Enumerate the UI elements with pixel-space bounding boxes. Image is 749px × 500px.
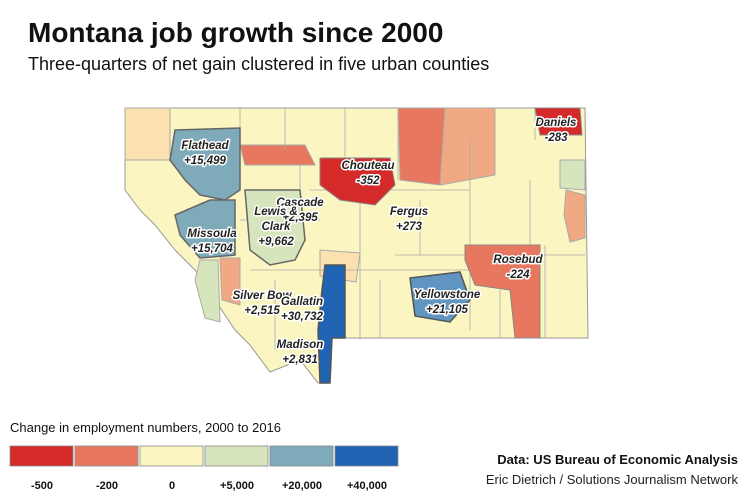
- county-label: Fergus: [390, 206, 428, 218]
- county-label: Lewis &: [254, 206, 297, 218]
- county-label: +15,499: [184, 155, 226, 167]
- county-lewis-clark: [244, 189, 306, 266]
- county: [124, 107, 171, 161]
- county-label: Cascade: [276, 197, 324, 209]
- county-rosebud: [464, 244, 541, 339]
- legend-label: -500: [31, 480, 53, 492]
- county-missoula: [174, 199, 236, 259]
- county-label: Madison: [277, 339, 324, 351]
- county-label: -283: [544, 132, 568, 144]
- county-label: +21,105: [426, 304, 468, 316]
- county-label: +30,732: [281, 311, 323, 323]
- legend-swatch: [9, 445, 74, 467]
- title: Montana job growth since 2000: [28, 17, 443, 48]
- county-label: +2,831: [282, 354, 318, 366]
- legend-label: +20,000: [282, 480, 322, 492]
- legend-swatch: [334, 445, 399, 467]
- county-yellowstone: [409, 271, 471, 323]
- legend-label: +40,000: [347, 480, 387, 492]
- county: [194, 259, 221, 323]
- county-label: +273: [396, 221, 423, 233]
- county: [239, 144, 316, 166]
- legend-swatch: [269, 445, 334, 467]
- county-label: Missoula: [187, 228, 237, 240]
- county-label: Rosebud: [493, 254, 543, 266]
- county-label: Gallatin: [281, 296, 323, 308]
- legend-swatch: [74, 445, 139, 467]
- legend-swatch: [139, 445, 204, 467]
- state-map: [124, 107, 589, 384]
- county-label: +2,515: [244, 305, 280, 317]
- legend-title: Change in employment numbers, 2000 to 20…: [10, 420, 281, 435]
- legend-label: 0: [169, 480, 175, 492]
- county-label: Flathead: [181, 140, 229, 152]
- county-label: +15,704: [191, 243, 233, 255]
- county-label: Yellowstone: [414, 289, 481, 301]
- county-label: -352: [356, 175, 380, 187]
- county: [439, 107, 496, 186]
- county-label: +9,662: [258, 236, 294, 248]
- legend-label: +5,000: [220, 480, 254, 492]
- highlighted-counties: [169, 107, 583, 384]
- county-chouteau: [319, 157, 396, 206]
- county-label: Silver Bow: [233, 290, 293, 302]
- county-label: Chouteau: [341, 160, 394, 172]
- county-daniels: [534, 107, 583, 136]
- county: [397, 107, 446, 186]
- legend: Change in employment numbers, 2000 to 20…: [9, 420, 399, 492]
- county: [559, 159, 586, 191]
- subtitle: Three-quarters of net gain clustered in …: [28, 54, 489, 74]
- county-gallatin: [317, 264, 346, 384]
- county-label: Daniels: [536, 117, 577, 129]
- county-flathead: [169, 127, 241, 201]
- source: Data: US Bureau of Economic Analysis: [497, 452, 738, 467]
- legend-label: -200: [96, 480, 118, 492]
- credit: Eric Dietrich / Solutions Journalism Net…: [486, 472, 739, 487]
- county-label: -224: [506, 269, 530, 281]
- county-label: Clark: [262, 221, 291, 233]
- county-label: +2,395: [282, 212, 318, 224]
- county: [219, 257, 241, 306]
- county: [563, 189, 586, 243]
- legend-swatch: [204, 445, 269, 467]
- county-labels: Flathead +15,499 Chouteau -352 Daniels -283 Ca…: [180, 116, 578, 368]
